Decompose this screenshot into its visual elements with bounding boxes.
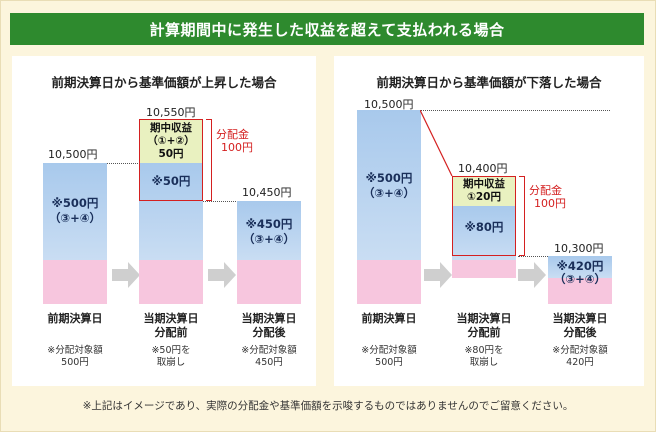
note-previous-2: 500円 [61,357,89,368]
bar-before-base [452,260,516,278]
dotted-line-10300 [518,256,548,257]
bar-before-income [452,176,516,206]
note-before-1: ※50円を [151,345,191,356]
bar-after-text-1: ※450円 [245,217,293,231]
income-label-2: （①+②） [147,135,195,147]
note-before-2: 取崩し [156,357,186,368]
label-after-1: 当期決算日 [241,312,297,325]
label-after-1: 当期決算日 [552,312,608,325]
label-previous: 前期決算日 [361,312,417,325]
value-after-distribution: 10,300円 [554,242,604,255]
bar-after-upper [237,201,301,260]
note-after-2: 450円 [255,357,283,368]
bar-before-text: ※80円 [464,220,504,234]
bar-after-text-1: ※420円 [556,259,604,273]
note-previous-1: ※分配対象額 [47,345,103,356]
distribution-label-1: 分配金 [529,184,562,197]
panel-title-rise: 前期決算日から基準価額が上昇した場合 [51,75,277,90]
dotted-line-10450 [200,201,238,202]
bar-previous-text-2: （③+④） [48,211,102,225]
label-before-1: 当期決算日 [456,312,512,325]
distribution-label-2: 100円 [534,197,566,210]
value-after-distribution: 10,450円 [242,186,292,199]
distribution-highlight-box [139,119,203,201]
footer-disclaimer: ※上記はイメージであり、実際の分配金や基準価額を示唆するものではありませんのでご… [82,400,574,412]
dotted-line-10500 [420,110,610,111]
value-previous: 10,500円 [364,98,414,111]
bar-after-base [237,260,301,304]
bar-previous-text-2: （③+④） [362,186,416,200]
value-previous: 10,500円 [48,148,98,161]
income-label-1: 期中収益 [463,178,505,190]
bar-before-upper [139,163,203,260]
label-before-2: 分配前 [154,326,188,339]
label-previous: 前期決算日 [47,312,103,325]
decline-line [420,110,453,177]
note-previous-1: ※分配対象額 [361,345,417,356]
dotted-line-10500 [102,163,142,164]
panel-rise: 前期決算日から基準価額が上昇した場合 10,500円 ※500円 （③+④） 1… [12,56,316,386]
bar-previous-base [357,260,421,304]
distribution-bracket [206,119,212,201]
arrow-right-icon [518,262,546,288]
bar-after-base [548,278,612,304]
distribution-label-2: 100円 [221,141,253,154]
distribution-highlight-box [452,176,516,256]
label-after-2: 分配後 [563,326,597,339]
panel-fall: 前期決算日から基準価額が下落した場合 10,500円 ※500円 （③+④） 1… [334,56,644,386]
note-after-1: ※分配対象額 [241,345,297,356]
note-before-2: 取崩し [469,357,499,368]
label-before-1: 当期決算日 [143,312,199,325]
bar-previous-upper [43,163,107,260]
note-previous-2: 500円 [375,357,403,368]
bar-before-income [139,119,203,163]
income-label-1: 期中収益 [150,122,192,134]
label-before-2: 分配前 [467,326,501,339]
bar-before-text: ※50円 [151,174,191,188]
income-label-3: 50円 [158,148,184,160]
bar-after-text-2: （③+④） [553,272,607,286]
arrow-right-icon [112,262,140,288]
bar-previous-base [43,260,107,304]
bar-previous-text-1: ※500円 [365,171,413,185]
bar-previous-upper [357,110,421,260]
panel-title-fall: 前期決算日から基準価額が下落した場合 [376,75,602,90]
arrow-right-icon [208,262,236,288]
bar-previous-text-1: ※500円 [51,196,99,210]
value-before-distribution: 10,550円 [146,106,196,119]
page-title: 計算期間中に発生した収益を超えて支払われる場合 [10,13,644,45]
bar-after-text-2: （③+④） [242,232,296,246]
arrow-right-icon [424,262,452,288]
note-after-2: 420円 [566,357,594,368]
note-before-1: ※80円を [464,345,504,356]
distribution-bracket [519,176,525,256]
value-before-distribution: 10,400円 [458,162,508,175]
bar-before-base [139,260,203,304]
income-label-2: ①20円 [466,191,501,203]
bar-before-upper [452,206,516,260]
distribution-label-1: 分配金 [216,128,249,141]
note-after-1: ※分配対象額 [552,345,608,356]
label-after-2: 分配後 [252,326,286,339]
bar-after-upper [548,256,612,278]
